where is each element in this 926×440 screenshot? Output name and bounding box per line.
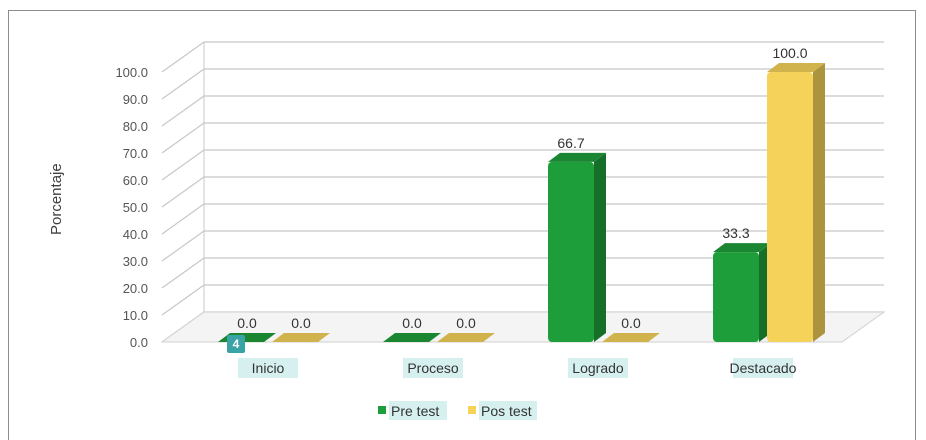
y-tick-label: 50.0: [123, 200, 148, 215]
data-label: 0.0: [456, 315, 476, 331]
x-category-label: Destacado: [730, 360, 797, 376]
data-label: 0.0: [621, 315, 641, 331]
bar: [767, 72, 813, 342]
y-tick-label: 60.0: [123, 173, 148, 188]
y-tick-label: 0.0: [130, 335, 148, 350]
y-tick-label: 10.0: [123, 308, 148, 323]
legend-swatch: [378, 406, 386, 414]
annotation-badge: 4: [227, 335, 245, 353]
legend-label: Pos test: [481, 403, 532, 419]
data-label: 0.0: [237, 315, 257, 331]
bar: [713, 252, 759, 342]
legend-label: Pre test: [391, 403, 439, 419]
y-tick-label: 90.0: [123, 92, 148, 107]
x-category-label: Inicio: [252, 360, 285, 376]
y-tick-label: 20.0: [123, 281, 148, 296]
y-tick-label: 70.0: [123, 146, 148, 161]
data-label: 66.7: [557, 135, 584, 151]
y-tick-label: 40.0: [123, 227, 148, 242]
data-label: 0.0: [291, 315, 311, 331]
x-category-label: Proceso: [407, 360, 459, 376]
data-label: 0.0: [402, 315, 422, 331]
y-tick-label: 100.0: [115, 65, 148, 80]
y-tick-label: 80.0: [123, 119, 148, 134]
bar: [548, 162, 594, 342]
legend-swatch: [468, 406, 476, 414]
data-label: 100.0: [772, 45, 807, 61]
x-category-label: Logrado: [572, 360, 624, 376]
bar-side: [813, 63, 825, 342]
y-tick-label: 30.0: [123, 254, 148, 269]
bar-side: [594, 153, 606, 342]
data-label: 33.3: [722, 225, 749, 241]
